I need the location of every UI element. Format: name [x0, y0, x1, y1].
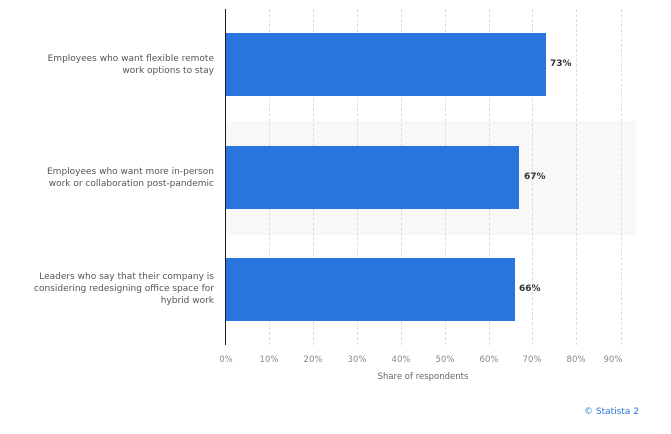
x-tick: 80%: [566, 355, 586, 365]
gridline-90: [621, 9, 622, 345]
category-label: Leaders who say that their company is co…: [14, 271, 214, 307]
x-tick: 50%: [435, 355, 455, 365]
gridline-70: [532, 9, 533, 345]
y-axis-line: [225, 9, 226, 345]
bar-redesign-office[interactable]: [226, 258, 515, 321]
bar-in-person[interactable]: [226, 146, 519, 209]
category-label-line: work or collaboration post-pandemic: [48, 179, 214, 189]
value-label: 66%: [519, 284, 541, 294]
x-tick: 20%: [303, 355, 323, 365]
category-label-line: Employees who want more in-person: [46, 167, 214, 177]
category-label: Employees who want more in-person work o…: [14, 166, 214, 190]
x-tick: 40%: [391, 355, 411, 365]
category-label-line: considering redesigning office space for: [34, 284, 214, 294]
x-tick: 90%: [603, 355, 623, 365]
value-label: 73%: [550, 59, 572, 69]
gridline-80: [576, 9, 577, 345]
x-tick: 10%: [259, 355, 279, 365]
x-tick: 0%: [219, 355, 233, 365]
x-tick: 30%: [347, 355, 367, 365]
category-label-line: hybrid work: [160, 296, 214, 306]
value-label: 67%: [524, 172, 546, 182]
x-tick: 60%: [479, 355, 499, 365]
category-label-line: Employees who want flexible remote: [47, 54, 214, 64]
x-tick: 70%: [522, 355, 542, 365]
category-label-line: work options to stay: [122, 66, 214, 76]
statista-credit-link[interactable]: © Statista 2: [584, 407, 639, 417]
category-label-line: Leaders who say that their company is: [39, 272, 214, 282]
category-label: Employees who want flexible remote work …: [14, 53, 214, 77]
bar-flexible-remote[interactable]: [226, 33, 546, 96]
x-axis-title: Share of respondents: [377, 372, 469, 382]
